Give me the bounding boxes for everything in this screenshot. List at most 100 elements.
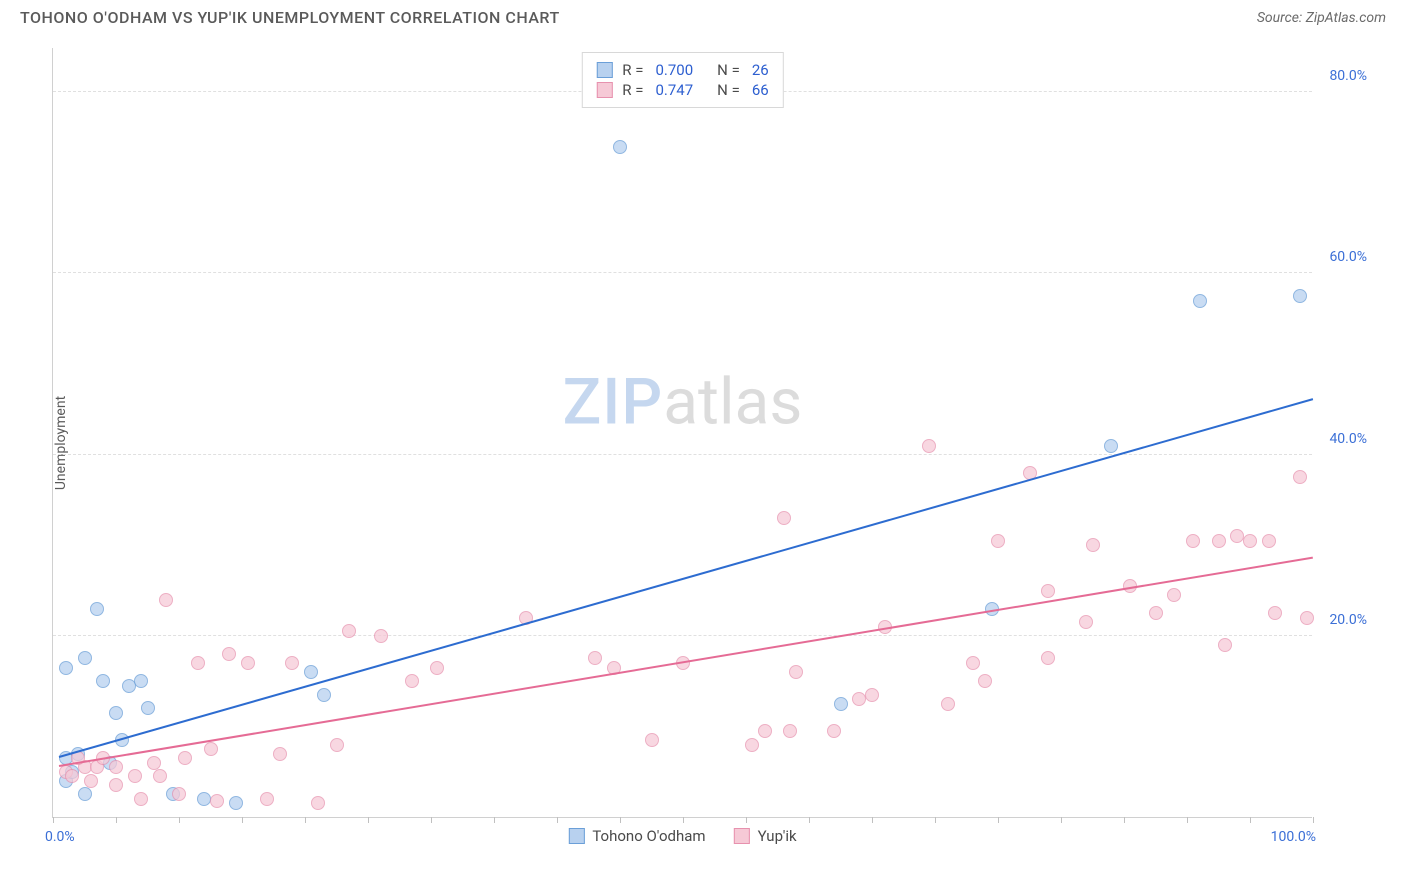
legend-stats-row: R =0.700N =26 xyxy=(596,61,768,79)
data-point xyxy=(90,602,104,616)
data-point xyxy=(65,769,79,783)
data-point xyxy=(374,629,388,643)
data-point xyxy=(1193,294,1207,308)
data-point xyxy=(304,665,318,679)
y-tick-label: 20.0% xyxy=(1329,612,1367,628)
watermark: ZIPatlas xyxy=(563,364,803,439)
x-tick xyxy=(620,817,621,823)
data-point xyxy=(141,701,155,715)
r-label: R = xyxy=(622,81,643,99)
data-point xyxy=(134,674,148,688)
data-point xyxy=(109,778,123,792)
data-point xyxy=(922,439,936,453)
gridline xyxy=(53,272,1312,273)
data-point xyxy=(273,747,287,761)
data-point xyxy=(285,656,299,670)
legend-series-item: Yup'ik xyxy=(734,827,797,845)
data-point xyxy=(342,624,356,638)
data-point xyxy=(210,794,224,808)
x-tick xyxy=(305,817,306,823)
x-tick xyxy=(683,817,684,823)
x-tick xyxy=(53,817,54,823)
gridline xyxy=(53,635,1312,636)
data-point xyxy=(588,651,602,665)
x-tick xyxy=(431,817,432,823)
data-point xyxy=(1268,606,1282,620)
r-value: 0.747 xyxy=(655,81,693,99)
legend-stats: R =0.700N =26R =0.747N =66 xyxy=(581,52,783,108)
data-point xyxy=(777,511,791,525)
r-label: R = xyxy=(622,61,643,79)
data-point xyxy=(159,593,173,607)
trendline xyxy=(59,398,1313,758)
data-point xyxy=(1041,651,1055,665)
x-tick xyxy=(809,817,810,823)
legend-swatch xyxy=(596,82,612,98)
data-point xyxy=(966,656,980,670)
data-point xyxy=(865,688,879,702)
x-tick xyxy=(1313,817,1314,823)
data-point xyxy=(78,651,92,665)
data-point xyxy=(1212,534,1226,548)
data-point xyxy=(405,674,419,688)
legend-series-label: Yup'ik xyxy=(758,827,797,845)
data-point xyxy=(991,534,1005,548)
data-point xyxy=(430,661,444,675)
x-tick xyxy=(1250,817,1251,823)
x-tick xyxy=(242,817,243,823)
legend-swatch xyxy=(734,828,750,844)
data-point xyxy=(1167,588,1181,602)
legend-swatch xyxy=(596,62,612,78)
data-point xyxy=(147,756,161,770)
legend-series-item: Tohono O'odham xyxy=(568,827,705,845)
x-tick xyxy=(1124,817,1125,823)
data-point xyxy=(758,724,772,738)
x-tick xyxy=(998,817,999,823)
data-point xyxy=(204,742,218,756)
data-point xyxy=(1293,289,1307,303)
data-point xyxy=(109,706,123,720)
data-point xyxy=(745,738,759,752)
x-tick xyxy=(872,817,873,823)
r-value: 0.700 xyxy=(655,61,693,79)
data-point xyxy=(613,140,627,154)
data-point xyxy=(783,724,797,738)
source-label: Source: ZipAtlas.com xyxy=(1257,10,1386,26)
data-point xyxy=(128,769,142,783)
data-point xyxy=(1218,638,1232,652)
x-tick-label: 0.0% xyxy=(45,829,75,845)
data-point xyxy=(109,760,123,774)
data-point xyxy=(1186,534,1200,548)
data-point xyxy=(978,674,992,688)
data-point xyxy=(191,656,205,670)
x-tick xyxy=(179,817,180,823)
data-point xyxy=(260,792,274,806)
data-point xyxy=(834,697,848,711)
x-tick xyxy=(1187,817,1188,823)
data-point xyxy=(1079,615,1093,629)
data-point xyxy=(1262,534,1276,548)
chart-header: TOHONO O'ODHAM VS YUP'IK UNEMPLOYMENT CO… xyxy=(0,0,1406,31)
data-point xyxy=(330,738,344,752)
data-point xyxy=(222,647,236,661)
chart-title: TOHONO O'ODHAM VS YUP'IK UNEMPLOYMENT CO… xyxy=(20,8,560,27)
data-point xyxy=(1086,538,1100,552)
x-tick xyxy=(494,817,495,823)
legend-stats-row: R =0.747N =66 xyxy=(596,81,768,99)
data-point xyxy=(241,656,255,670)
data-point xyxy=(941,697,955,711)
n-label: N = xyxy=(717,81,740,99)
data-point xyxy=(178,751,192,765)
x-tick xyxy=(1061,817,1062,823)
x-tick xyxy=(116,817,117,823)
legend-series: Tohono O'odham Yup'ik xyxy=(568,827,796,845)
watermark-atlas: atlas xyxy=(663,364,802,439)
y-tick-label: 40.0% xyxy=(1329,431,1367,447)
x-tick xyxy=(557,817,558,823)
data-point xyxy=(78,787,92,801)
watermark-zip: ZIP xyxy=(563,364,664,439)
data-point xyxy=(789,665,803,679)
data-point xyxy=(1243,534,1257,548)
plot-area: ZIPatlas R =0.700N =26R =0.747N =66 Toho… xyxy=(52,48,1312,818)
data-point xyxy=(59,661,73,675)
